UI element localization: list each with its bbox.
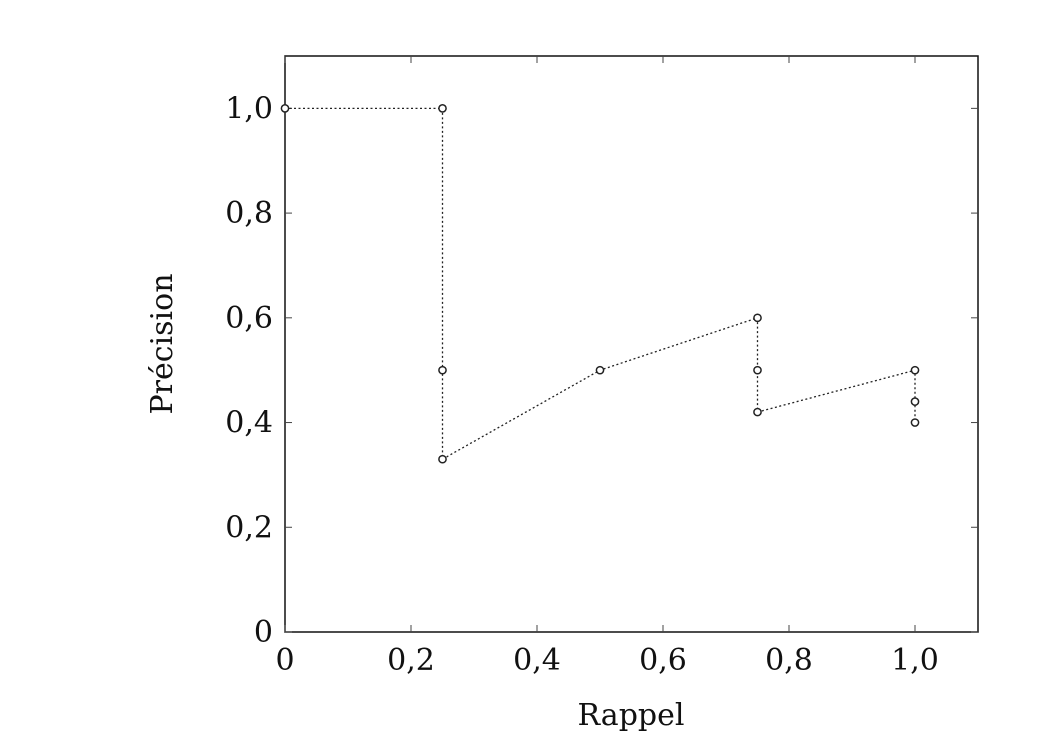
series-markers [280, 104, 920, 464]
plot-area-frame [284, 55, 979, 633]
data-point-marker [910, 397, 920, 406]
data-point-marker [910, 418, 920, 427]
series-line [285, 107, 916, 461]
x-tick-label: 0,6 [639, 643, 687, 678]
data-point-marker [595, 365, 605, 375]
y-tick-label: 0,6 [225, 301, 273, 336]
data-point-marker [438, 365, 447, 375]
data-point-marker [438, 454, 447, 464]
y-axis-ticks: 0 0,2 0,4 0,6 0,8 1,0 [225, 91, 978, 650]
x-tick-label: 0,2 [387, 643, 435, 678]
data-point-marker [910, 365, 920, 375]
y-tick-label: 0 [254, 615, 273, 650]
x-axis-ticks: 0 0,2 0,4 0,6 0,8 1,0 [275, 56, 939, 678]
data-point-marker [280, 104, 290, 113]
y-axis-title: Précision [145, 273, 180, 414]
x-tick-label: 1,0 [891, 643, 939, 678]
data-point-marker [753, 365, 762, 375]
data-point-marker [753, 313, 762, 323]
x-tick-label: 0,8 [765, 643, 813, 678]
x-axis-title: Rappel [578, 698, 685, 733]
data-point-marker [438, 104, 447, 113]
y-tick-label: 0,2 [225, 510, 273, 545]
x-tick-label: 0 [275, 643, 294, 678]
y-tick-label: 0,8 [225, 196, 273, 231]
x-tick-label: 0,4 [513, 643, 561, 678]
y-tick-label: 0,4 [225, 406, 273, 441]
data-point-marker [753, 407, 762, 417]
y-tick-label: 1,0 [225, 91, 273, 126]
